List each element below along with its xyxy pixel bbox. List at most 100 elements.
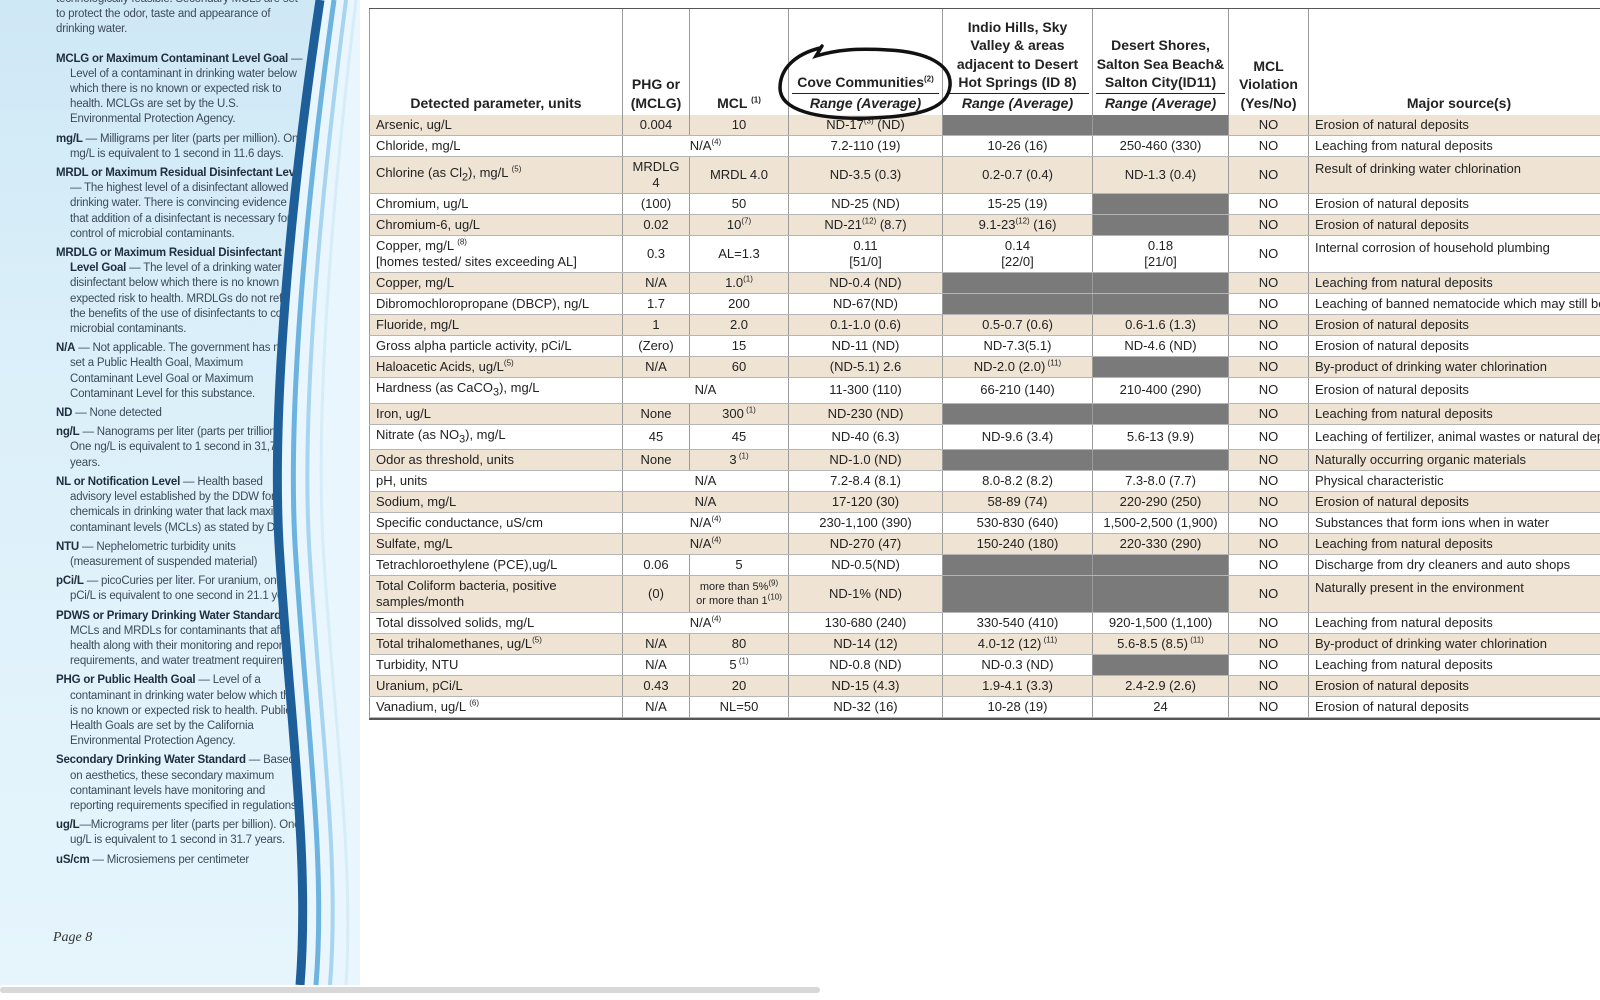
indio-cell: 0.5-0.7 (0.6) [942,314,1093,336]
cove-value: 11-300 (110) [829,382,902,398]
violation-value: NO [1258,196,1279,211]
source-cell: Leaching from natural deposits [1308,533,1600,556]
table-row: Sulfate, mg/L N/A(4) ND-270 (47) 150-240 (1… [369,533,1600,556]
parameter-subscript: 2 [461,171,469,184]
mcl-value: NL=50 [719,699,759,715]
violation-cell: NO [1228,115,1309,136]
parameter-cell: pH, units [369,470,623,493]
glossary-entry: pCi/L — picoCuries per liter. For uraniu… [56,574,306,604]
mcl-cell: 10(7) [689,214,789,236]
indio-cell [942,115,1093,136]
indio-value-tail: (16) [1029,217,1057,232]
source-value: Erosion of natural deposits [1315,338,1469,353]
indio-cell [942,449,1093,472]
source-value: Leaching of banned nematocide which may … [1315,296,1600,311]
source-cell: Discharge from dry cleaners and auto sho… [1308,554,1600,577]
parameter-text-tail: ), mg/L [465,426,506,442]
table-row: Turbidity, NTU N/A 5 (1) ND-0.8 (ND) ND-0.3 … [369,654,1600,677]
indio-value: 330-540 (410) [976,615,1059,631]
cove-cell: 7.2-8.4 (8.1) [788,470,943,493]
mcl-value: 300 [722,405,744,421]
cove-cell: 11-300 (110) [788,377,943,404]
mcl-footnote: (1) [736,656,749,666]
cove-value: ND-0.4 (ND) [829,275,902,290]
source-value: Leaching from natural deposits [1315,275,1493,290]
source-value: By-product of drinking water chlorinatio… [1315,359,1547,374]
parameter-cell: Fluoride, mg/L [369,314,623,336]
phg-cell: 0.06 [622,554,690,577]
mcl-footnote: (1) [743,405,756,415]
indio-cell: 58-89 (74) [942,491,1093,514]
source-value: Erosion of natural deposits [1315,494,1469,510]
cove-cell: 130-680 (240) [788,612,943,635]
parameter-cell: Chlorine (as Cl2), mg/L (5) [369,156,623,194]
desert-value: 220-330 (290) [1119,536,1202,552]
source-value: Naturally present in the environment [1315,580,1524,596]
desert-value: 24 [1153,699,1168,715]
merged-value: N/A [689,515,712,531]
glossary-definition: — None detected [72,407,162,420]
violation-cell: NO [1228,675,1309,698]
header-phg: PHG or (MCLG) [622,9,690,115]
parameter-cell: Total dissolved solids, mg/L [369,612,623,635]
source-cell: Leaching of fertilizer, animal wastes or… [1308,424,1600,451]
desert-cell: 220-290 (250) [1092,491,1229,514]
parameter-cell: Copper, mg/L [369,272,623,294]
parameter-cell: Dibromochloropropane (DBCP), ng/L [369,293,623,315]
parameter-cell: Sulfate, mg/L [369,533,623,556]
parameter-footnote: (8) [457,237,467,247]
violation-cell: NO [1228,403,1309,425]
cove-value: ND-270 (47) [829,536,902,552]
table-row: Nitrate (as NO3), mg/L 45 45 ND-40 (6.3) ND-… [369,424,1600,451]
parameter-text: Sulfate, mg/L [376,536,453,552]
indio-value: 150-240 (180) [976,536,1059,552]
cove-cell: ND-270 (47) [788,533,943,556]
violation-cell: NO [1228,696,1309,719]
source-cell: Naturally occurring organic materials [1308,449,1600,472]
phg-value: (Zero) [638,338,674,353]
table-body: Arsenic, ug/L 0.004 10 ND-17(3) (ND) NO Erosi… [369,115,1600,719]
desert-cell: 250-460 (330) [1092,135,1229,157]
indio-value: 66-210 (140) [980,382,1055,398]
mcl-value: 20 [731,678,747,694]
merged-footnote: (4) [711,535,722,545]
indio-cell: 4.0-12 (12) (11) [942,633,1093,656]
source-value: Substances that form ions when in water [1315,515,1550,531]
source-cell: Erosion of natural deposits [1308,214,1600,236]
parameter-footnote: (5) [511,164,522,174]
parameter-text: Tetrachloroethylene (PCE),ug/L [376,557,558,573]
indio-cell [942,403,1093,425]
parameter-text: Fluoride, mg/L [376,317,460,332]
source-value: Leaching from natural deposits [1315,405,1493,421]
indio-cell: 530-830 (640) [942,512,1093,535]
source-cell: By-product of drinking water chlorinatio… [1308,633,1600,656]
indio-value: 58-89 (74) [987,494,1048,510]
cove-cell: ND-21(12) (8.7) [788,214,943,236]
mcl-value: 1.0 [725,275,744,290]
glossary-term: PDWS or Primary Drinking Water Standard [56,609,282,622]
parameter-text: Vanadium, ug/L [376,699,470,715]
violation-cell: NO [1228,377,1309,404]
desert-cell [1092,449,1229,472]
parameter-cell: Tetrachloroethylene (PCE),ug/L [369,554,623,577]
desert-cell: 0.18 [21/0] [1092,235,1229,273]
glossary-definition: — The highest level of a disinfectant al… [70,182,300,240]
parameter-text-line2: [homes tested/ sites exceeding AL] [376,254,577,269]
mcl-cell: 1.0(1) [689,272,789,294]
indio-value: 4.0-12 (12) [977,636,1042,652]
parameter-text: Turbidity, NTU [376,657,459,673]
cove-value: ND-25 (ND) [831,196,900,211]
glossary-term: N/A [56,342,76,355]
horizontal-scrollbar[interactable] [0,987,820,993]
source-cell: Substances that form ions when in water [1308,512,1600,535]
violation-cell: NO [1228,214,1309,236]
glossary-definition: — Microsiemens per centimeter [89,853,250,866]
source-value: Leaching from natural deposits [1315,536,1493,552]
cove-value: 0.11 [853,238,878,253]
phg-mcl-merged-cell: N/A(4) [622,612,789,635]
cove-cell: ND-1.0 (ND) [788,449,943,472]
parameter-text: Dibromochloropropane (DBCP), ng/L [376,296,590,311]
glossary-entry: Secondary Drinking Water Standard — Base… [56,753,306,814]
header-cove: Cove Communities(2) Range (Average) [788,9,943,115]
mcl-value: 50 [731,196,747,211]
